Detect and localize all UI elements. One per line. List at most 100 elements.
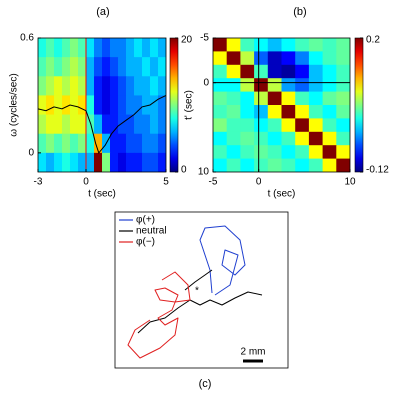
axes-frame [37, 37, 167, 173]
heat-cell [70, 114, 79, 135]
heat-cell [281, 158, 296, 172]
trajectory [199, 225, 246, 296]
y-axis-label: ω (cycles/sec) [9, 73, 20, 136]
heat-cell [254, 38, 269, 52]
heat-cell [94, 95, 103, 115]
heat-cell [102, 76, 111, 96]
heat-cell [142, 76, 151, 96]
heat-cell [38, 95, 47, 115]
heat-cell [142, 114, 151, 135]
heat-cell [126, 133, 135, 154]
heat-cell [126, 114, 135, 135]
heat-cell [134, 57, 143, 77]
heatmap-cells [38, 38, 166, 172]
heat-cell [38, 38, 47, 58]
heat-cell [54, 114, 63, 135]
heat-cell [150, 133, 159, 154]
heat-cell [213, 131, 228, 146]
heat-cell [213, 78, 228, 92]
heat-cell [267, 131, 282, 146]
heat-cell [308, 38, 323, 52]
x-tick-label: -5 [209, 177, 218, 188]
legend-label: φ(+) [136, 215, 155, 226]
heat-cell [94, 76, 103, 96]
legend-label: neutral [136, 226, 167, 237]
heat-cell [226, 64, 241, 79]
heat-cell [86, 57, 95, 77]
heat-cell [38, 76, 47, 96]
heat-cell [94, 38, 103, 58]
colorbar [354, 37, 364, 173]
heat-cell [267, 158, 282, 172]
heat-cell [308, 131, 323, 146]
heat-cell [336, 105, 350, 119]
heat-cell [267, 145, 282, 159]
heat-cell [322, 105, 337, 119]
heat-cell [86, 114, 95, 135]
heat-cell [158, 76, 166, 96]
heat-cell [336, 131, 350, 146]
heat-cell [158, 133, 166, 154]
heat-cell [295, 131, 310, 146]
heat-cell [295, 78, 310, 92]
panel-title: (a) [96, 6, 109, 18]
heat-cell [308, 158, 323, 172]
heat-cell [254, 158, 269, 172]
heat-cell [240, 105, 255, 119]
heat-cell [110, 133, 119, 154]
heat-cell [62, 76, 71, 96]
heat-cell [102, 38, 111, 58]
heat-cell [213, 91, 228, 106]
heat-cell [38, 152, 47, 172]
heat-cell [240, 131, 255, 146]
heat-cell [94, 57, 103, 77]
heat-cell [126, 152, 135, 172]
heat-cell [322, 38, 337, 52]
y-tick-label: 0 [28, 147, 34, 158]
heat-cell [240, 118, 255, 133]
x-tick-label: 0 [256, 177, 262, 188]
x-axis-label: t (sec) [268, 189, 296, 200]
heat-cell [213, 64, 228, 79]
x-tick-label: -3 [34, 177, 43, 188]
heat-cell [54, 95, 63, 115]
heat-cell [118, 57, 127, 77]
heat-cell [54, 133, 63, 154]
heat-cell [254, 51, 269, 66]
heat-cell [226, 105, 241, 119]
heat-cell [213, 118, 228, 133]
heat-cell [226, 145, 241, 159]
heat-cell [118, 95, 127, 115]
x-tick-label: 0 [83, 177, 89, 188]
heat-cell [322, 118, 337, 133]
heat-cell [281, 118, 296, 133]
heat-cell [281, 78, 296, 92]
heat-cell [54, 152, 63, 172]
heat-cell [295, 105, 310, 119]
heat-cell [70, 152, 79, 172]
heat-cell [118, 152, 127, 172]
heat-cell [94, 114, 103, 135]
trace-line [38, 94, 166, 154]
heat-cell [46, 152, 55, 172]
heat-cell [213, 145, 228, 159]
heat-cell [86, 38, 95, 58]
heat-cell [46, 38, 55, 58]
heat-cell [86, 133, 95, 154]
heat-cell [118, 133, 127, 154]
heat-cell [254, 91, 269, 106]
heat-cell [150, 76, 159, 96]
heat-cell [281, 91, 296, 106]
x-tick-label: 10 [344, 177, 356, 188]
colorbar-tick-label: 0 [181, 165, 187, 176]
heat-cell [240, 91, 255, 106]
colorbar-tick-label: -0.12 [366, 165, 389, 176]
heat-cell [158, 57, 166, 77]
heat-cell [118, 38, 127, 58]
heat-cell [281, 105, 296, 119]
heat-cell [142, 57, 151, 77]
heat-cell [150, 152, 159, 172]
heat-cell [134, 114, 143, 135]
heat-cell [308, 145, 323, 159]
